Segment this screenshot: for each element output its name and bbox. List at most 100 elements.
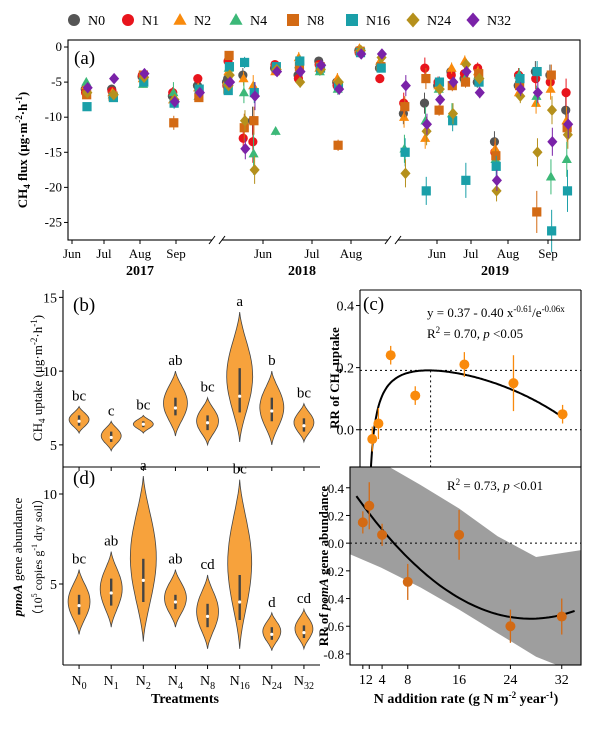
point-n2 <box>248 80 259 90</box>
date-group-11 <box>314 56 327 76</box>
violin-median <box>173 600 178 604</box>
legend-marker-n16 <box>346 14 358 26</box>
point-n1 <box>561 88 571 98</box>
point-n0 <box>561 105 571 115</box>
point-n2 <box>490 143 501 153</box>
point-n24 <box>224 69 235 81</box>
x-tick-label-main: N <box>294 674 304 689</box>
point-n32 <box>474 86 485 99</box>
legend-marker-n4 <box>229 13 243 25</box>
point-n2 <box>545 83 556 93</box>
panel-c-label: (c) <box>363 294 384 315</box>
y-tick-label-2: 0.0 <box>328 536 344 551</box>
month-label-0: Jun <box>63 246 82 261</box>
month-label-2: Aug <box>129 246 152 261</box>
point-n32 <box>225 76 236 88</box>
violin-n32: bc <box>293 386 315 444</box>
point-n16 <box>295 56 305 66</box>
panel-a-frame <box>67 39 581 245</box>
date-group-6 <box>223 50 236 88</box>
point-n24 <box>532 146 543 159</box>
violin-median <box>205 421 210 425</box>
month-label-3: Sep <box>166 246 186 261</box>
point-n32 <box>334 83 345 95</box>
axis-break-slash-1b <box>394 235 402 245</box>
panel-a-ylabel: CH4 flux (μg·m-2·h-1) <box>14 92 32 208</box>
point-n8 <box>239 123 249 133</box>
legend-item-n32: N32 <box>466 12 511 29</box>
x-tick-label-4: 16 <box>452 673 466 688</box>
significance-letter: bc <box>233 462 248 478</box>
y-tick-label-1: -5 <box>51 74 62 89</box>
month-label-1: Jul <box>96 246 112 261</box>
point-n24 <box>474 72 485 85</box>
point-n8 <box>460 77 471 87</box>
y-tick-label-3: -15 <box>45 144 62 159</box>
date-group-25 <box>561 78 574 212</box>
panel-b-ylabel: CH4 uptake (μg·m-2·h-1) <box>29 315 47 441</box>
panel-a: (a) CH4 flux (μg·m-2·h-1) 0 -5 -10 -15 -20 -2… <box>14 39 581 279</box>
point-n32 <box>421 118 433 130</box>
x-tick-label-sub: 8 <box>210 681 215 692</box>
date-group-9 <box>269 59 283 136</box>
legend-label-n1: N1 <box>142 14 159 29</box>
point-n4 <box>248 148 259 158</box>
significance-letter: a <box>140 458 147 474</box>
panel-c-equation: y = 0.37 - 0.40 x-0.61/e-0.06x <box>427 304 565 320</box>
violin-n16: bc <box>227 462 253 649</box>
point-n32 <box>271 65 283 78</box>
panel-c-axes: 0.0 0.2 0.4 <box>337 289 582 467</box>
point-n32 <box>448 76 459 88</box>
violin-n8: cd <box>196 557 219 649</box>
y-tick-label-6: -0.8 <box>323 647 344 662</box>
point-n16 <box>434 77 445 87</box>
point-n8 <box>249 116 259 126</box>
x-tick-label-sub: 24 <box>272 681 282 692</box>
y-tick-label-0: 0.0 <box>337 424 355 439</box>
point-n32 <box>194 86 205 99</box>
panel-b-label: (b) <box>73 295 95 316</box>
date-group-2 <box>137 67 150 88</box>
significance-letter: cd <box>297 591 312 607</box>
point-n32 <box>356 48 367 60</box>
significance-letter: bc <box>72 552 87 568</box>
legend-item-n1: N1 <box>122 14 159 29</box>
data-point-4 <box>454 529 465 540</box>
violin-n16: a <box>226 294 254 442</box>
point-n32 <box>532 86 543 99</box>
significance-letter: bc <box>136 397 151 413</box>
point-n8 <box>532 207 542 217</box>
data-point-1 <box>364 500 375 511</box>
panel-b-axes: 5 10 15 <box>43 290 320 471</box>
point-n32 <box>376 48 387 60</box>
y-tick-label-0: 0 <box>56 39 63 54</box>
date-group-19 <box>459 55 472 198</box>
point-n16 <box>400 147 410 157</box>
date-group-14 <box>374 48 387 84</box>
date-group-7 <box>238 56 251 160</box>
panel-a-x-ticks: Jun Jul Aug Sep Jun Jul Aug Jun Jul Aug Sep 2017 201… <box>63 240 558 279</box>
year-label-2: 2019 <box>481 264 509 279</box>
date-group-15 <box>398 75 411 188</box>
violin-n2: bc <box>132 397 154 434</box>
point-n2 <box>446 62 457 72</box>
year-label-0: 2017 <box>126 264 154 279</box>
date-group-17 <box>433 76 446 116</box>
confidence-band <box>350 467 581 665</box>
legend-marker-n32 <box>466 12 480 28</box>
y-tick-label-1: 10 <box>43 365 57 380</box>
date-group-22 <box>513 68 526 104</box>
panel-a-label: (a) <box>74 48 95 69</box>
data-point-6 <box>557 409 568 420</box>
x-tick-label-5: N16 <box>230 674 250 692</box>
x-tick-label-main: N <box>104 674 114 689</box>
violin-median <box>302 424 306 428</box>
violin-median <box>77 604 81 608</box>
legend-marker-n1 <box>122 14 134 26</box>
point-n32 <box>515 83 526 95</box>
violin-median <box>173 406 178 410</box>
date-group-23 <box>530 61 543 233</box>
panel-d-xlabel: Treatments <box>151 692 219 707</box>
x-tick-label-sub: 0 <box>82 681 87 692</box>
